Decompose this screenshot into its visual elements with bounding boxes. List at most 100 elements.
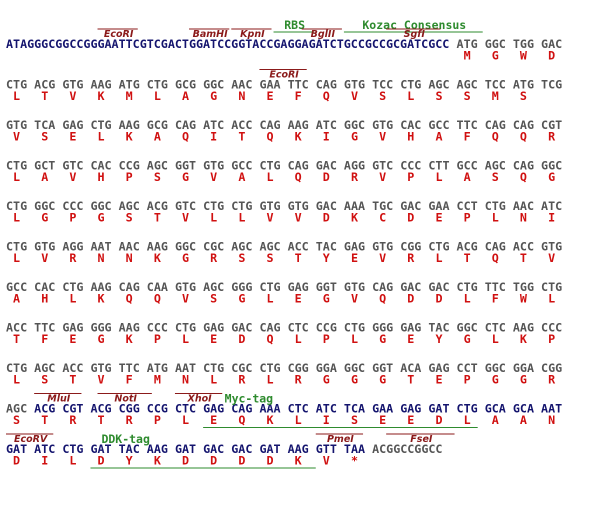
amino-acid: G [182,170,189,184]
codon: AGG [62,240,83,254]
codon: GAG [62,321,83,335]
codon: CAG [259,118,280,132]
codon: GGG [372,321,393,335]
codon: GAG [400,321,421,335]
codon: GAA [372,402,393,416]
amino-acid: A [41,170,48,184]
codon: GTG [6,118,27,132]
amino-acid: R [69,413,77,427]
codon: CAG [119,280,140,294]
codon: GAC [400,199,421,213]
codon: CGG [400,240,421,254]
amino-acid: T [69,373,76,387]
codon: ATC [203,118,224,132]
amino-acid: I [210,130,217,144]
amino-acid: D [266,454,273,468]
codon: TGG [513,37,534,51]
codon: CCT [457,199,478,213]
amino-acid: E [69,130,76,144]
codon: CTG [259,280,280,294]
amino-acid: G [379,332,386,346]
codon: GTG [175,280,196,294]
amino-acid: E [351,251,358,265]
codon: AAC [119,240,140,254]
amino-acid: G [182,251,189,265]
amino-acid: K [266,413,273,427]
codon: TTC [288,78,309,92]
codon: GAC [316,159,337,173]
amino-acid: L [238,211,245,225]
codon: GAG [203,321,224,335]
codon: CCG [316,321,337,335]
amino-acid: Q [520,170,527,184]
amino-acid: E [295,292,302,306]
amino-acid: A [154,130,161,144]
codon: TCG [541,78,562,92]
codon: ACG [90,402,111,416]
codon: AGC [457,78,478,92]
amino-acid: R [210,251,218,265]
codon: ATG [119,78,140,92]
amino-acid: D [13,454,20,468]
amino-acid: K [295,130,302,144]
codon: AAG [147,240,168,254]
codon: CCC [147,321,168,335]
restriction-site: BglII [311,29,336,40]
codon: GTG [259,199,280,213]
restriction-site: XhoI [187,394,213,405]
codon: GGA [316,361,337,375]
codon: TTC [34,321,55,335]
codon: CTC [485,321,506,335]
amino-acid: I [323,413,330,427]
amino-acid: L [69,454,76,468]
codon: TAC [119,442,140,456]
codon: GAC [231,442,252,456]
amino-acid: R [126,413,134,427]
codon: GCC [428,118,449,132]
amino-acid: G [351,373,358,387]
amino-acid: V [98,373,105,387]
codon: GCC [231,159,252,173]
amino-acid: P [154,332,161,346]
codon: CGC [231,361,252,375]
codon: GGC [485,37,506,51]
amino-acid: P [323,332,330,346]
amino-acid: L [295,413,302,427]
restriction-site: BamHI [193,29,229,40]
amino-acid: S [351,413,358,427]
amino-acid: Q [238,413,245,427]
codon: AGC [428,78,449,92]
codon: TTC [119,361,140,375]
codon: CTG [6,361,27,375]
restriction-site: EcoRI [104,29,134,40]
amino-acid: E [407,332,414,346]
codon: GTG [372,240,393,254]
codon: GTG [541,240,562,254]
amino-acid: V [210,170,217,184]
codon: GAC [400,280,421,294]
codon: GTC [175,199,196,213]
amino-acid: S [210,292,217,306]
codon: GCG [175,78,196,92]
codon: AAG [288,118,309,132]
codon: AGC [231,240,252,254]
codon: GGT [372,361,393,375]
codon: CTG [400,78,421,92]
amino-acid: L [492,332,499,346]
amino-acid: Y [435,332,442,346]
codon: CTG [259,159,280,173]
amino-acid: N [182,373,189,387]
amino-acid: T [520,251,527,265]
amino-acid: E [210,413,217,427]
amino-acid: E [407,413,414,427]
codon: CAC [90,159,111,173]
codon: GCA [485,402,506,416]
codon: AAT [175,361,196,375]
codon: CGT [62,402,83,416]
codon: AAT [541,402,562,416]
amino-acid: G [323,292,330,306]
amino-acid: G [98,332,105,346]
codon: CAA [147,280,168,294]
amino-acid: L [407,89,414,103]
amino-acid: D [238,454,245,468]
